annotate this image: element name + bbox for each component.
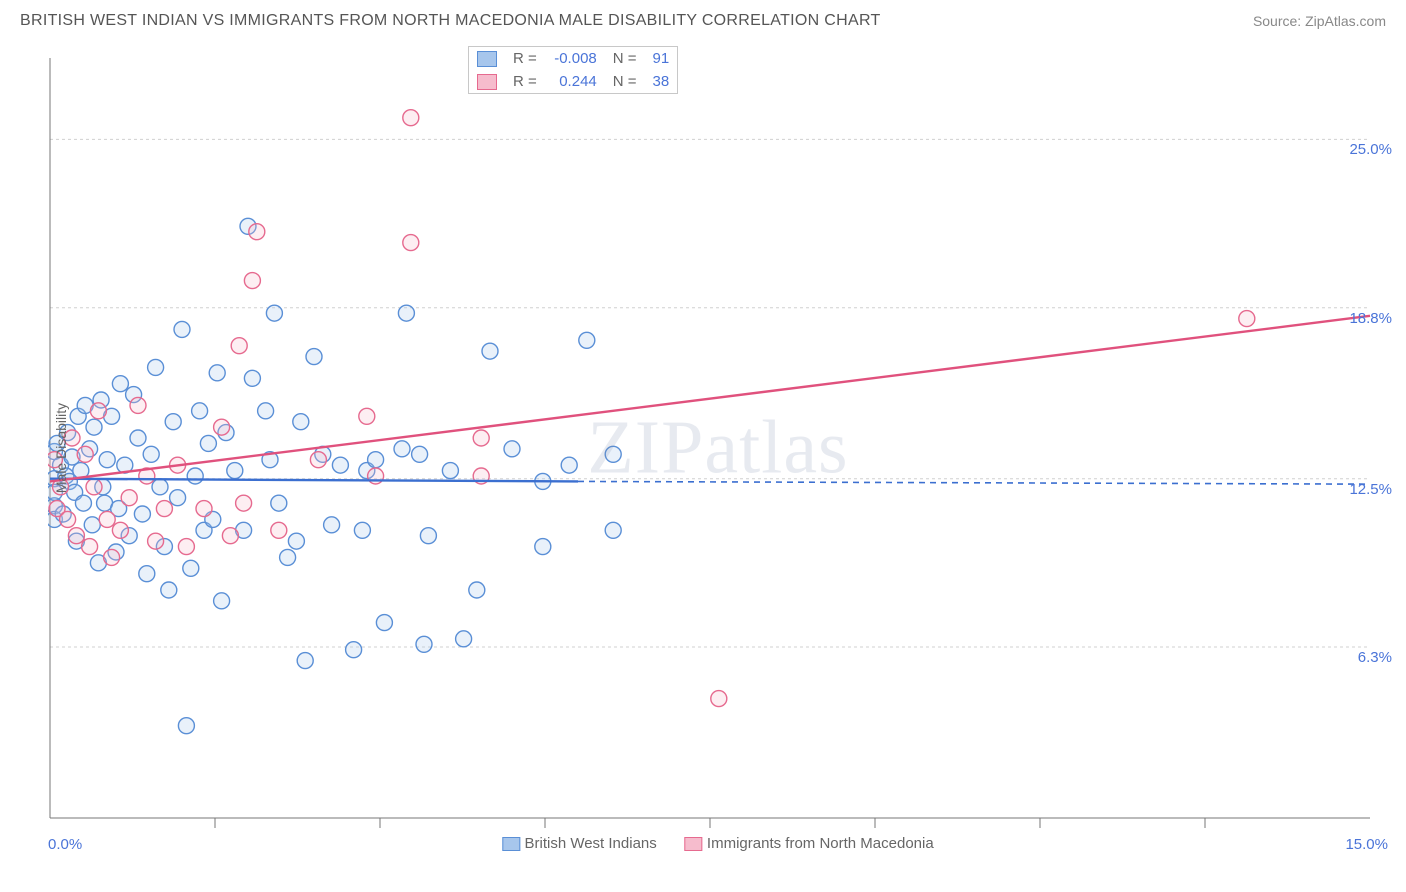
legend-n-label: N = <box>605 47 645 70</box>
y-axis-label: 12.5% <box>1349 481 1392 498</box>
scatter-plot <box>48 48 1372 838</box>
legend-series: British West Indians Immigrants from Nor… <box>502 835 933 852</box>
legend-r-value: -0.008 <box>545 47 605 70</box>
legend-series-item: British West Indians <box>502 835 656 852</box>
y-axis-label: 18.8% <box>1349 310 1392 327</box>
legend-correlation: R =-0.008N =91 R =0.244N =38 <box>468 46 678 94</box>
y-axis-label: 6.3% <box>1358 649 1392 666</box>
chart-area: Male Disability ZIPatlas R =-0.008N =91R… <box>48 48 1388 848</box>
x-axis-max-label: 15.0% <box>1345 836 1388 853</box>
source-label: Source: ZipAtlas.com <box>1253 13 1386 29</box>
legend-n-value: 91 <box>645 47 678 70</box>
legend-r-value: 0.244 <box>545 70 605 93</box>
legend-r-label: R = <box>505 47 545 70</box>
legend-series-item: Immigrants from North Macedonia <box>685 835 934 852</box>
legend-n-label: N = <box>605 70 645 93</box>
legend-r-label: R = <box>505 70 545 93</box>
y-axis-label: 25.0% <box>1349 141 1392 158</box>
y-axis-title: Male Disability <box>53 403 69 493</box>
legend-n-value: 38 <box>645 70 678 93</box>
x-axis-min-label: 0.0% <box>48 836 82 853</box>
page-title: BRITISH WEST INDIAN VS IMMIGRANTS FROM N… <box>20 12 881 30</box>
